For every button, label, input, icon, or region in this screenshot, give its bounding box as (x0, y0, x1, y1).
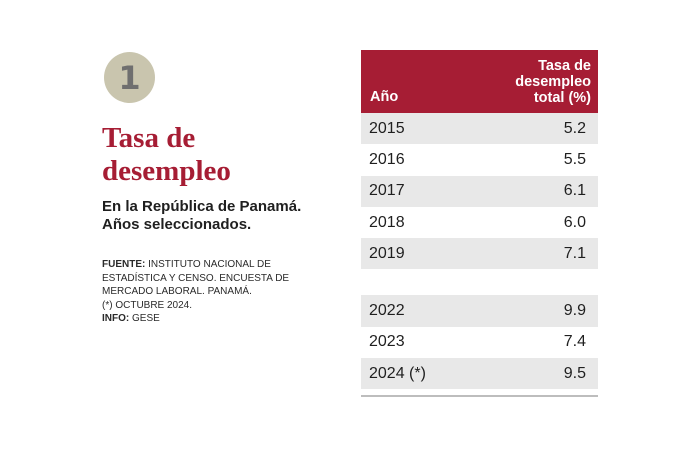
unemployment-table: Año Tasa de desempleo total (%) 2015 5.2… (361, 50, 598, 398)
rate-cell: 5.5 (563, 150, 586, 168)
year-cell: 2019 (369, 244, 405, 262)
header-rate-line-2: desempleo (515, 74, 591, 90)
header-rate-line-1: Tasa de (538, 58, 591, 74)
source-line-3: MERCADO LABORAL. PANAMÁ. (102, 286, 252, 297)
table-row: 2017 6.1 (361, 175, 598, 207)
source-line-2: ESTADÍSTICA Y CENSO. ENCUESTA DE (102, 272, 290, 284)
rate-cell: 6.0 (563, 213, 586, 231)
page-title: Tasa de desempleo (102, 122, 302, 188)
year-cell: 2015 (369, 119, 405, 137)
source-note: FUENTE: INSTITUTO NACIONAL DE ESTADÍSTIC… (102, 258, 302, 326)
subtitle: En la República de Panamá. Años seleccio… (102, 198, 322, 234)
table-row: 2019 7.1 (361, 238, 598, 270)
table-gap (361, 269, 598, 295)
year-cell: 2017 (369, 182, 405, 200)
figure-number-badge: 1 (104, 52, 155, 103)
year-cell: 2023 (369, 333, 405, 351)
rate-cell: 5.2 (563, 119, 586, 137)
rate-cell: 9.9 (563, 302, 586, 320)
header-rate: Tasa de desempleo total (%) (515, 58, 591, 106)
table-row: 2015 5.2 (361, 113, 598, 145)
title-line-1: Tasa de (102, 122, 196, 154)
table-bottom-rule (361, 395, 598, 398)
rate-cell: 9.5 (563, 364, 586, 382)
table-row: 2024 (*) 9.5 (361, 358, 598, 390)
rate-cell: 6.1 (563, 182, 586, 200)
source-text-1: INSTITUTO NACIONAL DE (145, 259, 271, 270)
subtitle-line-2: Años seleccionados. (102, 216, 252, 233)
header-year: Año (370, 89, 399, 105)
table-row: 2022 9.9 (361, 295, 598, 327)
info-line: INFO: GESE (102, 312, 302, 326)
source-label: FUENTE: (102, 259, 146, 270)
table-row: 2016 5.5 (361, 144, 598, 175)
figure-number: 1 (118, 58, 141, 97)
table-header: Año Tasa de desempleo total (%) (361, 50, 598, 113)
info-label: INFO: (102, 313, 130, 324)
subtitle-line-1: En la República de Panamá. (102, 198, 302, 215)
source-footnote: (*) OCTUBRE 2024. (102, 299, 193, 311)
header-rate-line-3: total (%) (533, 90, 591, 106)
source-line-1: FUENTE: INSTITUTO NACIONAL DE (102, 258, 302, 272)
table-row: 2018 6.0 (361, 207, 598, 238)
rate-cell: 7.4 (563, 333, 586, 351)
title-line-2: desempleo (102, 155, 231, 187)
year-cell: 2022 (369, 302, 405, 320)
rate-cell: 7.1 (563, 244, 586, 262)
year-cell: 2016 (369, 150, 405, 168)
year-cell: 2024 (*) (369, 364, 426, 382)
info-value: GESE (129, 313, 160, 324)
table-row: 2023 7.4 (361, 327, 598, 358)
year-cell: 2018 (369, 213, 405, 231)
